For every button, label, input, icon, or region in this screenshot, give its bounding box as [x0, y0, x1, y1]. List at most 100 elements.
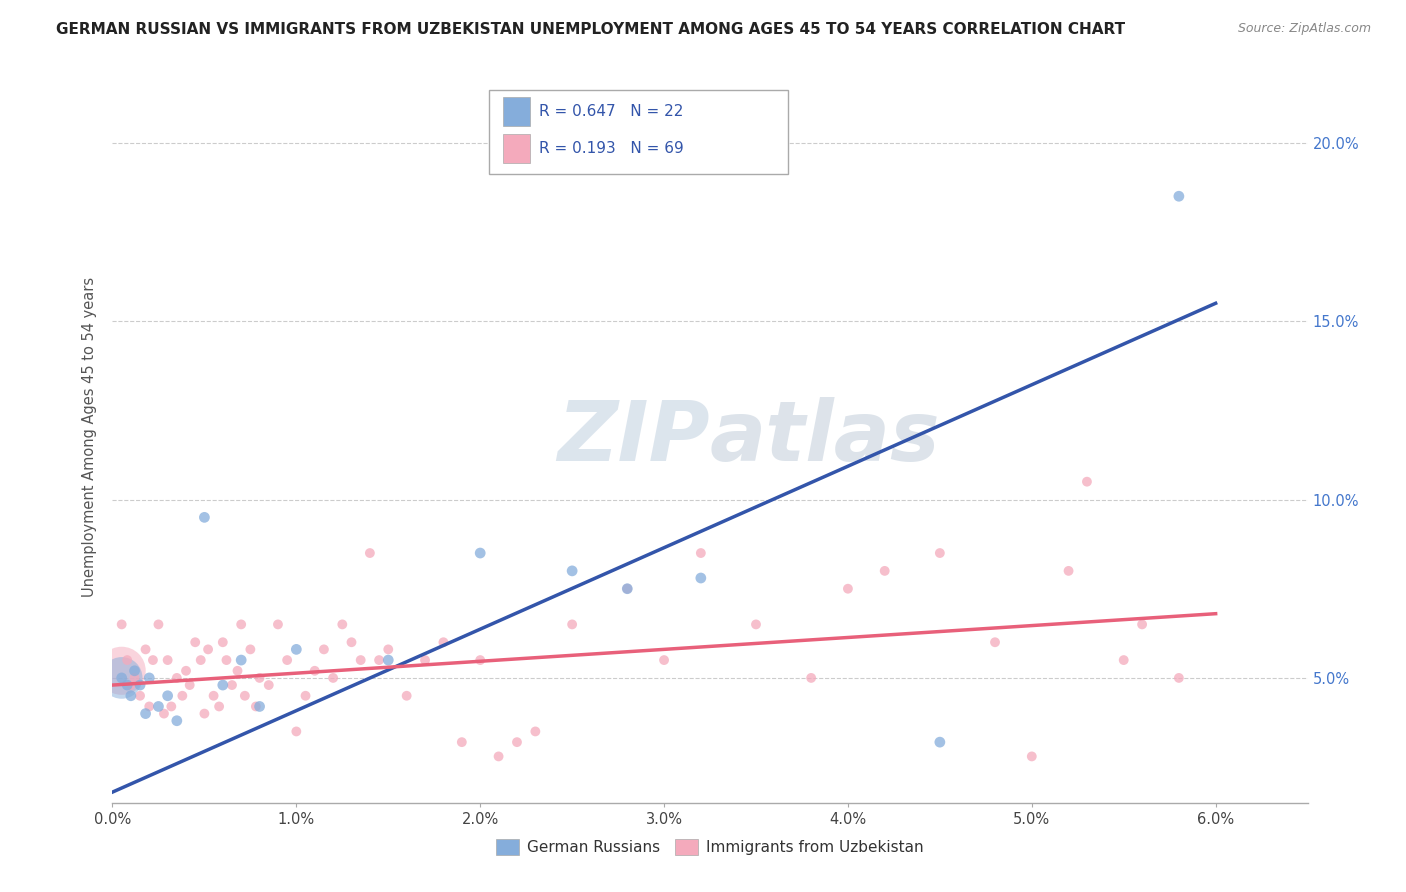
Point: [524, 724, 547, 739]
Point: [652, 653, 675, 667]
Point: [294, 689, 316, 703]
Point: [450, 735, 472, 749]
Point: [239, 642, 262, 657]
Point: [1021, 749, 1043, 764]
FancyBboxPatch shape: [503, 97, 530, 126]
Point: [221, 678, 243, 692]
Point: [873, 564, 896, 578]
Point: [561, 617, 583, 632]
Text: GERMAN RUSSIAN VS IMMIGRANTS FROM UZBEKISTAN UNEMPLOYMENT AMONG AGES 45 TO 54 YE: GERMAN RUSSIAN VS IMMIGRANTS FROM UZBEKI…: [56, 22, 1125, 37]
Point: [202, 689, 225, 703]
Point: [148, 699, 170, 714]
Point: [120, 678, 142, 692]
FancyBboxPatch shape: [503, 134, 530, 163]
Text: Source: ZipAtlas.com: Source: ZipAtlas.com: [1237, 22, 1371, 36]
Point: [138, 671, 160, 685]
Point: [124, 671, 146, 685]
Point: [340, 635, 363, 649]
Point: [1167, 671, 1189, 685]
Point: [984, 635, 1007, 649]
Point: [179, 678, 201, 692]
Point: [208, 699, 231, 714]
Point: [249, 671, 271, 685]
Point: [233, 689, 256, 703]
Point: [135, 706, 157, 721]
Point: [153, 706, 176, 721]
Point: [249, 699, 271, 714]
Text: R = 0.647   N = 22: R = 0.647 N = 22: [538, 104, 683, 120]
Point: [129, 689, 152, 703]
Point: [111, 671, 134, 685]
Point: [285, 642, 308, 657]
Point: [312, 642, 335, 657]
Point: [432, 635, 454, 649]
FancyBboxPatch shape: [489, 90, 787, 174]
Point: [115, 653, 138, 667]
Point: [193, 510, 215, 524]
Point: [111, 617, 134, 632]
Point: [267, 617, 290, 632]
Text: atlas: atlas: [710, 397, 941, 477]
Point: [142, 653, 165, 667]
Point: [111, 664, 134, 678]
Point: [745, 617, 768, 632]
Point: [172, 689, 194, 703]
Point: [111, 671, 134, 685]
Point: [135, 642, 157, 657]
Point: [359, 546, 381, 560]
Point: [231, 617, 253, 632]
Point: [928, 546, 950, 560]
Point: [148, 617, 170, 632]
Point: [156, 653, 179, 667]
Point: [120, 689, 142, 703]
Point: [368, 653, 391, 667]
Point: [138, 699, 160, 714]
Point: [129, 678, 152, 692]
Point: [377, 642, 399, 657]
Point: [928, 735, 950, 749]
Point: [470, 546, 492, 560]
Point: [377, 653, 399, 667]
Text: R = 0.193   N = 69: R = 0.193 N = 69: [538, 141, 683, 156]
Point: [115, 678, 138, 692]
Point: [837, 582, 859, 596]
Point: [211, 635, 233, 649]
Point: [1167, 189, 1189, 203]
Point: [395, 689, 418, 703]
Point: [245, 699, 267, 714]
Point: [124, 664, 146, 678]
Point: [1076, 475, 1098, 489]
Point: [166, 714, 188, 728]
Point: [689, 546, 711, 560]
Point: [689, 571, 711, 585]
Point: [184, 635, 207, 649]
Point: [174, 664, 197, 678]
Point: [470, 653, 492, 667]
Point: [800, 671, 823, 685]
Point: [616, 582, 638, 596]
Point: [561, 564, 583, 578]
Y-axis label: Unemployment Among Ages 45 to 54 years: Unemployment Among Ages 45 to 54 years: [82, 277, 97, 597]
Point: [190, 653, 212, 667]
Point: [160, 699, 183, 714]
Point: [616, 582, 638, 596]
Point: [413, 653, 436, 667]
Point: [488, 749, 510, 764]
Point: [304, 664, 326, 678]
Legend: German Russians, Immigrants from Uzbekistan: German Russians, Immigrants from Uzbekis…: [491, 833, 929, 861]
Point: [226, 664, 249, 678]
Point: [1057, 564, 1080, 578]
Point: [211, 678, 233, 692]
Point: [215, 653, 238, 667]
Point: [197, 642, 219, 657]
Point: [1112, 653, 1135, 667]
Point: [231, 653, 253, 667]
Point: [322, 671, 344, 685]
Point: [350, 653, 373, 667]
Point: [330, 617, 353, 632]
Point: [193, 706, 215, 721]
Text: ZIP: ZIP: [557, 397, 710, 477]
Point: [285, 724, 308, 739]
Point: [156, 689, 179, 703]
Point: [276, 653, 298, 667]
